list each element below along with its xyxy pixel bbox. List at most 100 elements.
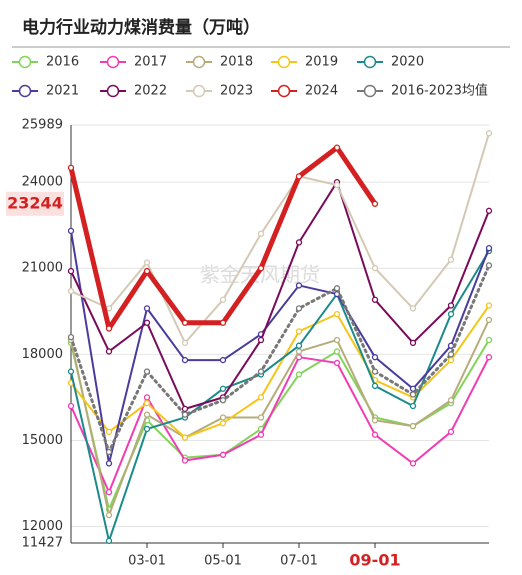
point — [219, 356, 227, 364]
legend-label: 2023 — [220, 84, 253, 99]
point — [105, 537, 113, 545]
point — [447, 342, 455, 349]
point — [447, 256, 455, 263]
series-line — [70, 230, 490, 465]
point — [447, 356, 455, 364]
point — [295, 173, 303, 180]
point — [143, 319, 151, 326]
point — [143, 411, 151, 418]
point — [219, 319, 227, 326]
point — [295, 282, 303, 289]
point — [67, 267, 75, 275]
point — [143, 394, 151, 401]
point — [105, 460, 113, 467]
chart-title: 电力行业动力煤消费量（万吨） — [22, 17, 260, 38]
point — [333, 285, 341, 292]
point — [181, 319, 189, 326]
point — [295, 342, 303, 349]
point — [485, 302, 493, 309]
legend-label: 2017 — [134, 55, 167, 70]
point — [409, 460, 417, 467]
point — [105, 348, 113, 355]
point — [67, 288, 75, 295]
series-line — [69, 263, 491, 454]
point — [105, 428, 113, 435]
series-line — [70, 250, 490, 542]
legend-marker — [277, 55, 291, 69]
point — [181, 405, 189, 413]
legend-label: 2020 — [391, 55, 424, 70]
y-tick-label: 18000 — [22, 347, 63, 362]
point — [257, 336, 265, 344]
point — [219, 296, 227, 303]
point — [333, 181, 341, 189]
x-tick-label: 05-01 — [204, 554, 242, 569]
point — [143, 267, 151, 275]
point — [143, 425, 151, 433]
point — [371, 200, 379, 207]
series-line — [70, 356, 490, 494]
point — [143, 399, 151, 407]
point — [67, 227, 75, 235]
point — [105, 448, 113, 456]
y-tick-label: 24000 — [22, 175, 63, 190]
y-tick-label: 25989 — [22, 118, 63, 133]
point — [447, 428, 455, 435]
point — [409, 422, 417, 430]
legend-marker — [106, 55, 120, 69]
point — [295, 305, 303, 312]
series-line — [70, 133, 490, 344]
value-label-box — [6, 191, 64, 216]
point — [295, 371, 303, 378]
point — [409, 339, 417, 346]
point — [409, 305, 417, 312]
point — [219, 451, 227, 458]
point — [371, 265, 379, 272]
x-tick-label: 03-01 — [128, 554, 166, 569]
point — [219, 414, 227, 421]
legend-label: 2022 — [134, 84, 167, 99]
point — [181, 339, 189, 346]
point — [485, 354, 493, 361]
point — [485, 336, 493, 344]
point — [143, 259, 151, 266]
point — [485, 262, 493, 269]
y-tick-label: 21000 — [22, 261, 63, 276]
point — [181, 434, 189, 441]
legend-marker — [18, 55, 32, 69]
point — [371, 382, 379, 390]
point — [143, 305, 151, 312]
point — [333, 310, 341, 318]
point — [371, 417, 379, 424]
point — [105, 488, 113, 496]
point — [409, 402, 417, 410]
point — [67, 164, 75, 171]
point — [485, 130, 493, 137]
point — [485, 316, 493, 324]
legend-label: 2021 — [46, 84, 79, 99]
point — [105, 305, 113, 312]
point — [447, 310, 455, 318]
point — [333, 359, 341, 367]
point — [257, 230, 265, 237]
legend-marker — [363, 55, 377, 69]
point — [219, 397, 227, 404]
point — [181, 457, 189, 464]
series-line — [70, 181, 490, 410]
legend-marker — [192, 84, 206, 98]
legend-marker — [192, 55, 206, 69]
point — [333, 348, 341, 355]
point — [371, 354, 379, 361]
point — [143, 368, 151, 375]
point — [67, 333, 75, 341]
legend-label: 2024 — [305, 84, 338, 99]
point — [371, 368, 379, 375]
point — [219, 420, 227, 427]
point — [67, 368, 75, 375]
point — [257, 265, 265, 272]
point — [67, 402, 75, 410]
point — [257, 368, 265, 375]
legend-label: 2018 — [220, 55, 253, 70]
point — [295, 348, 303, 355]
